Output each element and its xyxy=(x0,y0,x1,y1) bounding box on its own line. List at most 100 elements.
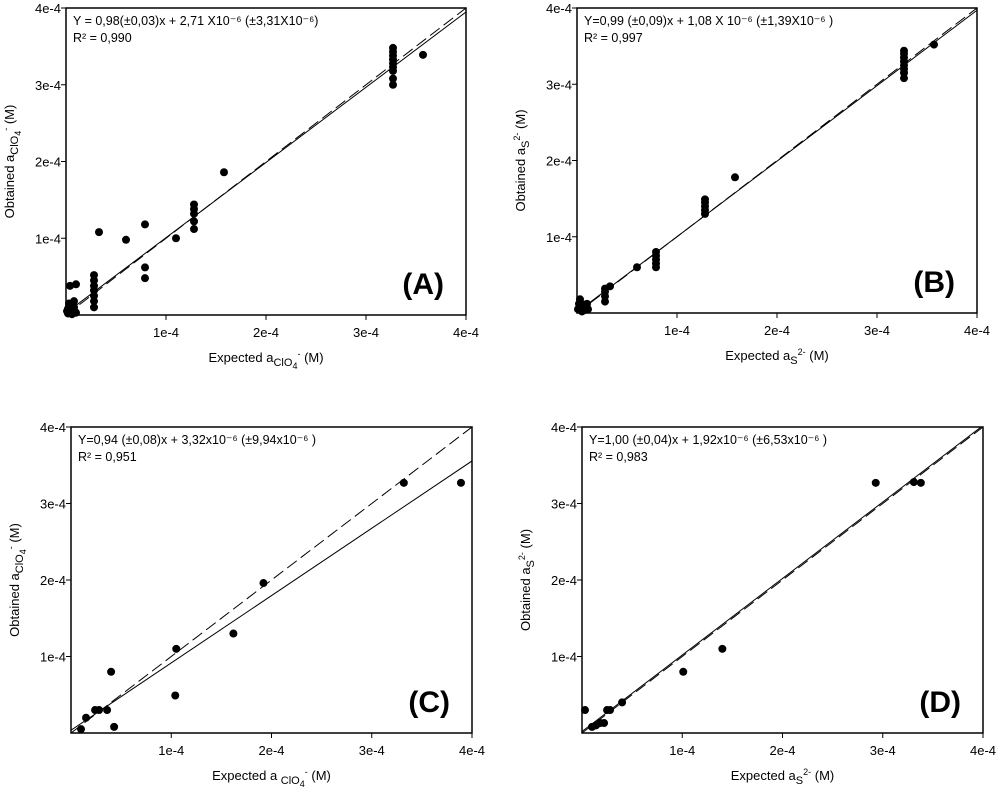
data-point xyxy=(389,74,397,83)
data-point xyxy=(606,282,614,291)
x-tick-label: 2e-4 xyxy=(769,743,795,758)
data-point xyxy=(72,308,80,317)
data-point xyxy=(419,50,427,59)
y-tick-label: 3e-4 xyxy=(551,497,577,512)
r-squared: R² = 0,990 xyxy=(73,31,132,45)
x-axis-label: Expected aClO4- (M) xyxy=(208,349,323,371)
y-tick-label: 2e-4 xyxy=(40,573,66,588)
x-tick-label: 1e-4 xyxy=(664,323,690,338)
x-tick-label: 3e-4 xyxy=(870,743,896,758)
data-point xyxy=(172,234,180,243)
y-axis-label: Obtained aClO4- (M) xyxy=(1,105,23,219)
data-point xyxy=(107,667,116,676)
panel-label: (C) xyxy=(408,686,450,719)
r-squared: R² = 0,997 xyxy=(584,31,643,45)
data-point xyxy=(141,263,149,272)
data-point xyxy=(259,579,268,588)
fit-line xyxy=(577,9,977,313)
data-point xyxy=(871,478,880,487)
data-point xyxy=(581,706,590,715)
data-point xyxy=(172,644,181,653)
x-tick-label: 4e-4 xyxy=(970,743,996,758)
panel-label: (D) xyxy=(919,686,961,719)
data-point xyxy=(731,173,739,182)
data-point xyxy=(679,667,688,676)
data-point xyxy=(190,200,198,209)
data-point xyxy=(652,248,660,256)
data-point xyxy=(606,706,615,715)
data-point xyxy=(909,478,918,487)
regression-equation: Y=0,99 (±0,09)x + 1,08 X 10⁻⁶ (±1,39X10⁻… xyxy=(584,14,833,28)
y-tick-label: 2e-4 xyxy=(35,155,61,170)
y-tick-label: 2e-4 xyxy=(551,573,577,588)
x-tick-label: 3e-4 xyxy=(353,325,379,340)
y-axis-label: Obtained aClO4- (M) xyxy=(6,523,28,637)
data-point xyxy=(141,274,149,283)
x-axis-label: Expected a ClO4- (M) xyxy=(212,767,331,789)
data-point xyxy=(82,713,91,722)
panel-label: (B) xyxy=(913,266,955,299)
data-point xyxy=(141,220,149,229)
r-squared: R² = 0,951 xyxy=(78,450,137,464)
y-tick-label: 4e-4 xyxy=(35,1,61,16)
data-point xyxy=(190,225,198,234)
panel-label: (A) xyxy=(402,268,444,301)
data-point xyxy=(90,303,98,312)
y-tick-label: 3e-4 xyxy=(40,497,66,512)
r-squared: R² = 0,983 xyxy=(589,450,648,464)
x-tick-label: 4e-4 xyxy=(459,743,485,758)
data-point xyxy=(389,80,397,89)
fit-line xyxy=(582,427,982,732)
x-tick-label: 4e-4 xyxy=(964,323,990,338)
data-point xyxy=(930,40,938,49)
x-tick-label: 4e-4 xyxy=(453,325,479,340)
y-axis-label: Obtained aS2- (M) xyxy=(512,109,532,211)
y-tick-label: 4e-4 xyxy=(551,420,577,435)
panel-c: 1e-4 2e-4 3e-4 4e-4 1e-4 2e-4 3e-4 4e-4 Expected… xyxy=(6,420,485,789)
data-point xyxy=(77,725,86,734)
data-point xyxy=(90,271,98,280)
data-point xyxy=(584,305,592,314)
y-tick-label: 3e-4 xyxy=(546,77,572,92)
data-point xyxy=(456,478,465,487)
fit-line xyxy=(71,460,472,731)
data-point xyxy=(718,644,727,653)
y-tick-label: 1e-4 xyxy=(40,650,66,665)
panel-a: 1e-4 2e-4 3e-4 4e-4 1e-4 2e-4 3e-4 4e-4 Expected… xyxy=(1,1,479,371)
data-point xyxy=(171,691,180,700)
regression-equation: Y=0,94 (±0,08)x + 3,32x10⁻⁶ (±9,94x10⁻⁶ … xyxy=(78,433,316,447)
x-tick-label: 2e-4 xyxy=(764,323,790,338)
data-point xyxy=(95,706,104,715)
x-tick-label: 2e-4 xyxy=(258,743,284,758)
data-point xyxy=(110,722,119,731)
data-point xyxy=(701,195,709,204)
y-tick-label: 1e-4 xyxy=(546,230,572,245)
regression-equation: Y = 0,98(±0,03)x + 2,71 X10⁻⁶ (±3,31X10⁻… xyxy=(73,14,318,28)
data-point xyxy=(399,478,408,487)
y-axis-label: Obtained aS2- (M) xyxy=(517,529,537,631)
y-tick-label: 2e-4 xyxy=(546,154,572,169)
data-point xyxy=(103,706,112,715)
data-point xyxy=(633,263,641,272)
x-axis-label: Expected aS2- (M) xyxy=(725,347,829,367)
data-point xyxy=(66,281,74,290)
y-tick-label: 1e-4 xyxy=(35,231,61,246)
x-tick-label: 3e-4 xyxy=(864,323,890,338)
data-point xyxy=(900,46,908,55)
identity-line xyxy=(577,8,977,313)
data-point xyxy=(389,43,397,52)
data-point xyxy=(220,168,228,177)
data-point xyxy=(600,719,609,728)
panel-d: 1e-4 2e-4 3e-4 4e-4 1e-4 2e-4 3e-4 4e-4 Expected… xyxy=(517,420,996,787)
data-point xyxy=(190,217,198,226)
y-tick-label: 3e-4 xyxy=(35,78,61,93)
y-tick-label: 4e-4 xyxy=(546,1,572,16)
x-tick-label: 1e-4 xyxy=(153,325,179,340)
x-tick-label: 1e-4 xyxy=(669,743,695,758)
data-point xyxy=(229,629,238,638)
data-point xyxy=(95,228,103,237)
x-tick-label: 2e-4 xyxy=(253,325,279,340)
panel-b: 1e-4 2e-4 3e-4 4e-4 1e-4 2e-4 3e-4 4e-4 Expected… xyxy=(512,1,990,367)
data-point xyxy=(70,297,78,306)
